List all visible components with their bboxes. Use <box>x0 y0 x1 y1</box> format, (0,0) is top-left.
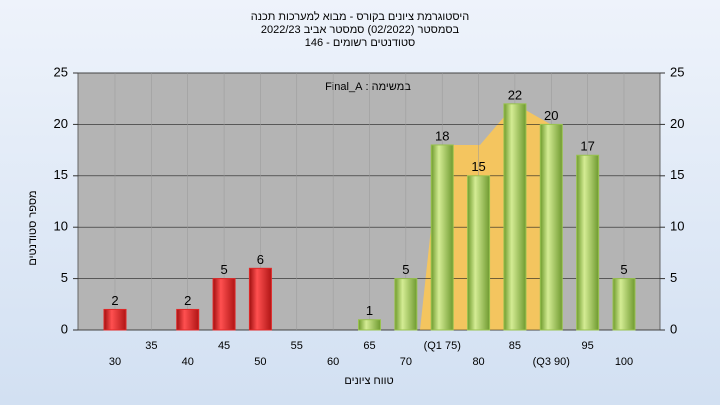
data-label: 6 <box>257 252 264 267</box>
x-tick-label: (Q3 90) <box>533 356 570 368</box>
data-label: 15 <box>471 159 485 174</box>
y-tick-label: 10 <box>54 219 68 234</box>
x-tick-label: 85 <box>509 340 521 352</box>
chart-title: היסטוגרמת ציונים בקורס - מבוא למערכות תכ… <box>251 10 470 23</box>
x-tick-label: 50 <box>254 356 266 368</box>
x-tick-label: 30 <box>109 356 121 368</box>
bar <box>503 103 527 331</box>
y-axis-label: מספר סטודנטים <box>27 190 39 265</box>
y-tick-label: 20 <box>54 116 68 131</box>
annotation: במשימה : Final_A <box>325 81 411 93</box>
bar <box>358 319 381 331</box>
y2-tick-label: 5 <box>670 270 677 285</box>
x-tick-label: 70 <box>400 356 412 368</box>
y2-tick-label: 15 <box>670 167 684 182</box>
data-label: 2 <box>184 293 191 308</box>
x-tick-label: 35 <box>145 340 157 352</box>
data-label: 22 <box>508 87 522 102</box>
bar <box>467 175 491 331</box>
y-tick-label: 5 <box>61 270 68 285</box>
y2-tick-label: 0 <box>670 321 677 336</box>
y-tick-label: 25 <box>54 64 68 79</box>
x-tick-label: 100 <box>615 356 633 368</box>
x-tick-label: 80 <box>472 356 484 368</box>
y-tick-label: 15 <box>54 167 68 182</box>
x-axis-label: טווח ציונים <box>344 375 393 387</box>
y-tick-label: 0 <box>61 321 68 336</box>
data-label: 5 <box>620 262 627 277</box>
chart-note: סטודנטים רשומים - 146 <box>305 37 416 49</box>
x-tick-label: 40 <box>182 356 194 368</box>
x-tick-label: 95 <box>582 340 594 352</box>
bar <box>248 267 272 331</box>
x-tick-label: (Q1 75) <box>424 340 461 352</box>
bar <box>176 308 200 331</box>
data-label: 17 <box>580 139 594 154</box>
y2-tick-label: 20 <box>670 116 684 131</box>
x-tick-label: 45 <box>218 340 230 352</box>
bar <box>576 154 600 331</box>
chart-subtitle: בסמסטר (02/2022) סמסטר אביב 2022/23 <box>261 24 460 36</box>
data-label: 5 <box>220 262 227 277</box>
data-label: 18 <box>435 128 449 143</box>
bar <box>430 144 454 331</box>
x-tick-label: 65 <box>363 340 375 352</box>
plot-area <box>77 72 661 331</box>
y2-tick-label: 25 <box>670 64 684 79</box>
x-tick-label: 55 <box>291 340 303 352</box>
data-label: 20 <box>544 108 558 123</box>
bar <box>612 278 636 331</box>
x-tick-label: 60 <box>327 356 339 368</box>
bar <box>394 278 418 331</box>
y2-tick-label: 10 <box>670 219 684 234</box>
bar <box>103 308 127 331</box>
bar <box>539 123 563 331</box>
data-label: 1 <box>366 303 373 318</box>
data-label: 2 <box>111 293 118 308</box>
data-label: 5 <box>402 262 409 277</box>
bar <box>212 278 236 331</box>
